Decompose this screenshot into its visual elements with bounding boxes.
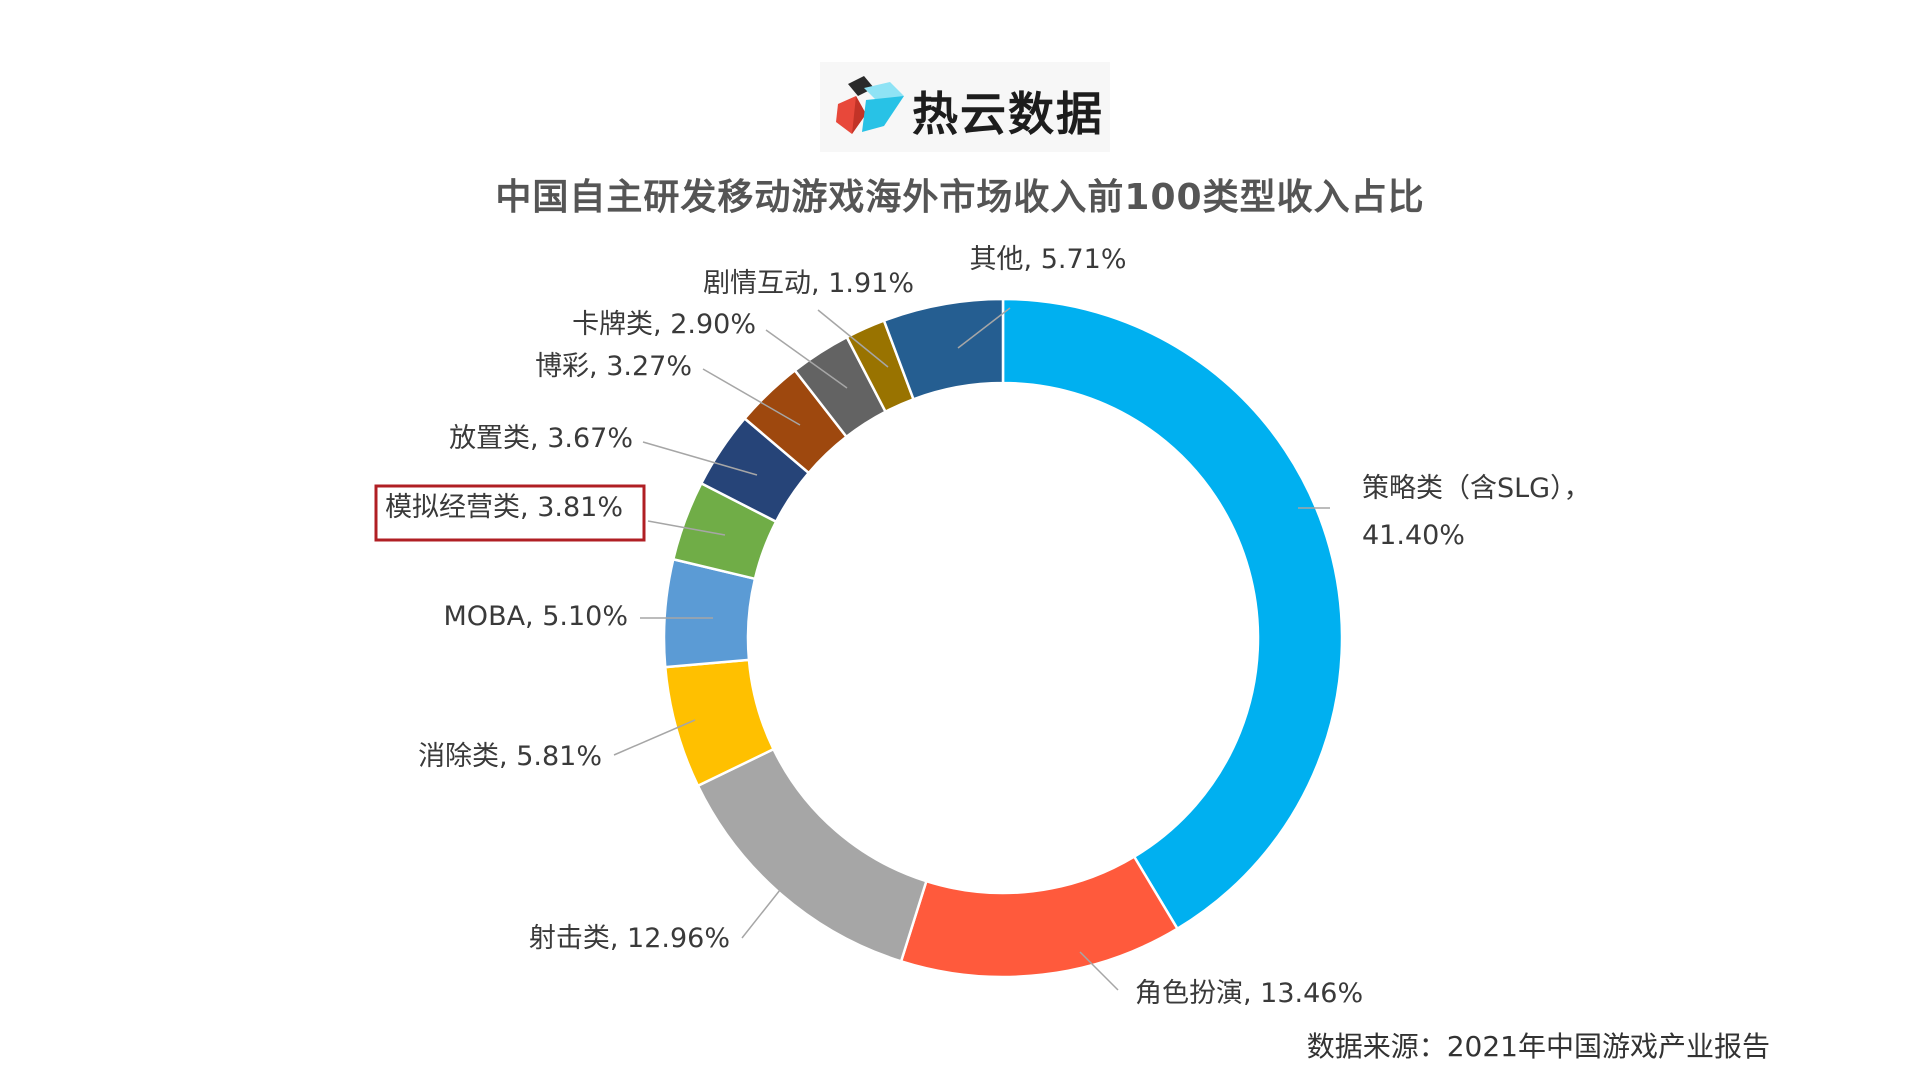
slice-label: 消除类, 5.81%: [418, 741, 602, 772]
leader-line: [957, 307, 1011, 349]
slice-label: 策略类（含SLG），: [1362, 473, 1591, 504]
slice-label: 射击类, 12.96%: [529, 923, 730, 954]
highlight-box: [374, 484, 646, 542]
slice-label: MOBA, 5.10%: [444, 601, 628, 632]
leader-line: [613, 719, 696, 756]
donut-slice: [1001, 297, 1344, 931]
leader-line: [765, 329, 848, 389]
slice-label: 其他, 5.71%: [970, 244, 1127, 275]
slice-label: 博彩, 3.27%: [535, 351, 692, 382]
slice-label: 模拟经营类, 3.81%: [385, 492, 623, 523]
donut-slice: [882, 297, 1005, 401]
chart-title: 中国自主研发移动游戏海外市场收入前100类型收入占比: [495, 177, 1425, 218]
leader-line: [647, 520, 726, 536]
leader-line: [741, 889, 781, 939]
leader-line: [702, 368, 801, 426]
slice-label: 角色扮演, 13.46%: [1135, 978, 1363, 1009]
donut-slice: [696, 747, 928, 963]
leader-line: [1079, 951, 1119, 991]
logo-text: 热云数据: [912, 87, 1104, 141]
donut-slice: [899, 854, 1180, 979]
slice-label: 放置类, 3.67%: [449, 423, 633, 454]
data-source-note: 数据来源：2021年中国游戏产业报告: [1306, 1030, 1770, 1063]
slice-label: 卡牌类, 2.90%: [572, 309, 756, 340]
slice-label: 剧情互动, 1.91%: [703, 268, 914, 299]
logo: 热云数据: [820, 62, 1110, 152]
logo-cube-icon: [836, 76, 904, 134]
leader-line: [642, 441, 758, 476]
slice-label: 41.40%: [1362, 520, 1465, 551]
leader-line: [817, 309, 889, 368]
